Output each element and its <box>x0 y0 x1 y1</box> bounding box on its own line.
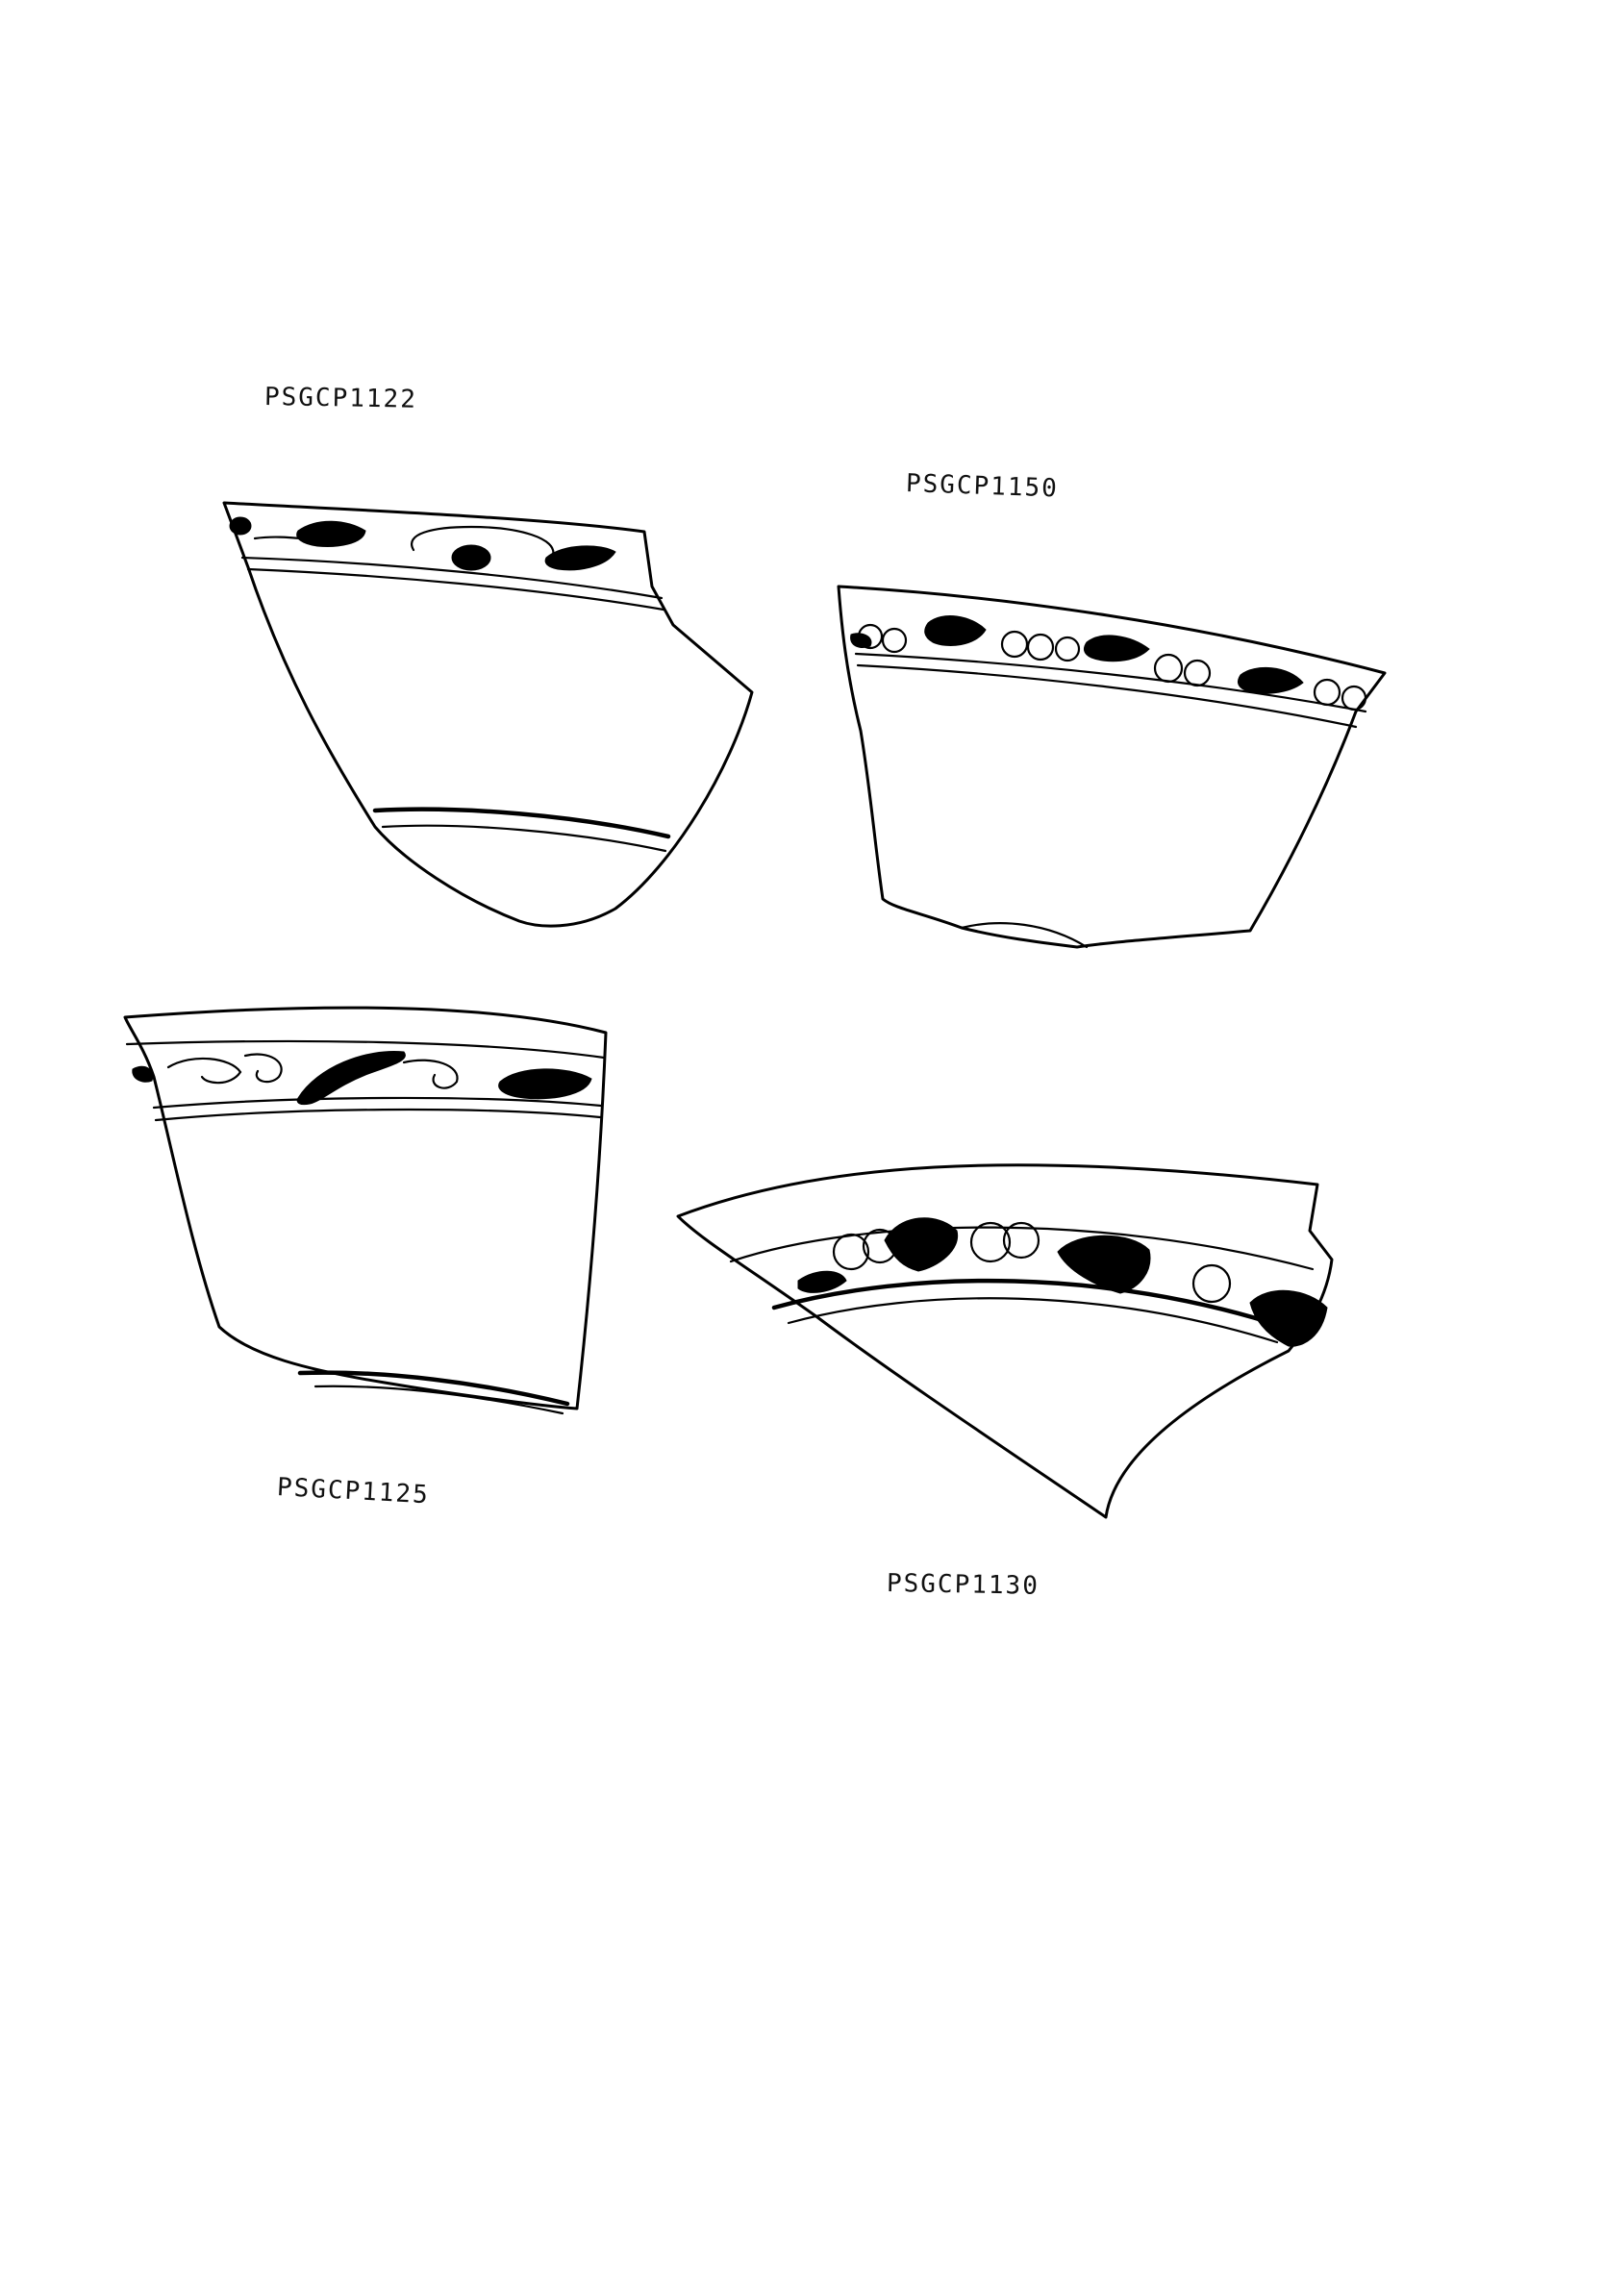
base-ring <box>960 922 1089 949</box>
glaze-spot <box>924 615 987 647</box>
rim-band-line <box>240 556 664 600</box>
rim-band-line <box>152 1096 603 1110</box>
rim-band-line <box>154 1108 602 1122</box>
glaze-spot <box>1083 635 1150 662</box>
glaze-spot <box>132 1065 154 1083</box>
glaze-spot <box>1057 1235 1151 1294</box>
glaze-spot <box>451 544 491 571</box>
rim-band-line <box>125 1039 606 1060</box>
scroll-motif <box>243 1053 283 1084</box>
sherd-outline <box>222 501 754 928</box>
sherd-drawing-psgcp1122 <box>222 501 754 928</box>
sherd-drawing-psgcp1130 <box>676 1163 1334 1519</box>
rim-band-line <box>246 567 665 611</box>
sherd-outline <box>837 585 1387 949</box>
sherd-outline <box>123 1006 608 1410</box>
rim-band-line <box>787 1297 1279 1344</box>
glaze-spot <box>498 1068 592 1100</box>
rim-band-line <box>854 652 1367 713</box>
rim-band-line <box>856 663 1358 729</box>
scroll-motif <box>166 1057 242 1085</box>
glaze-spot <box>850 633 872 648</box>
glaze-spot <box>229 516 252 536</box>
scroll-motif <box>411 525 555 558</box>
glaze-spot <box>296 1050 406 1106</box>
glaze-spot <box>797 1270 847 1293</box>
base-ring <box>381 824 667 853</box>
bead-chain-motif <box>857 623 1367 711</box>
base-ring <box>297 1370 570 1407</box>
scroll-motif <box>402 1059 459 1089</box>
sherd-drawing-psgcp1150 <box>837 585 1387 949</box>
glaze-spot <box>544 545 616 571</box>
sherd-drawing-psgcp1125 <box>123 1006 608 1415</box>
rim-band-line <box>729 1226 1315 1271</box>
glaze-spot <box>1249 1289 1328 1347</box>
glaze-spot <box>1237 666 1304 694</box>
base-ring <box>372 807 671 839</box>
base-ring <box>313 1385 564 1415</box>
sherd-outline <box>676 1163 1334 1519</box>
glaze-spot <box>296 520 366 547</box>
rim-band-line <box>771 1278 1287 1330</box>
glaze-spot <box>884 1217 959 1272</box>
